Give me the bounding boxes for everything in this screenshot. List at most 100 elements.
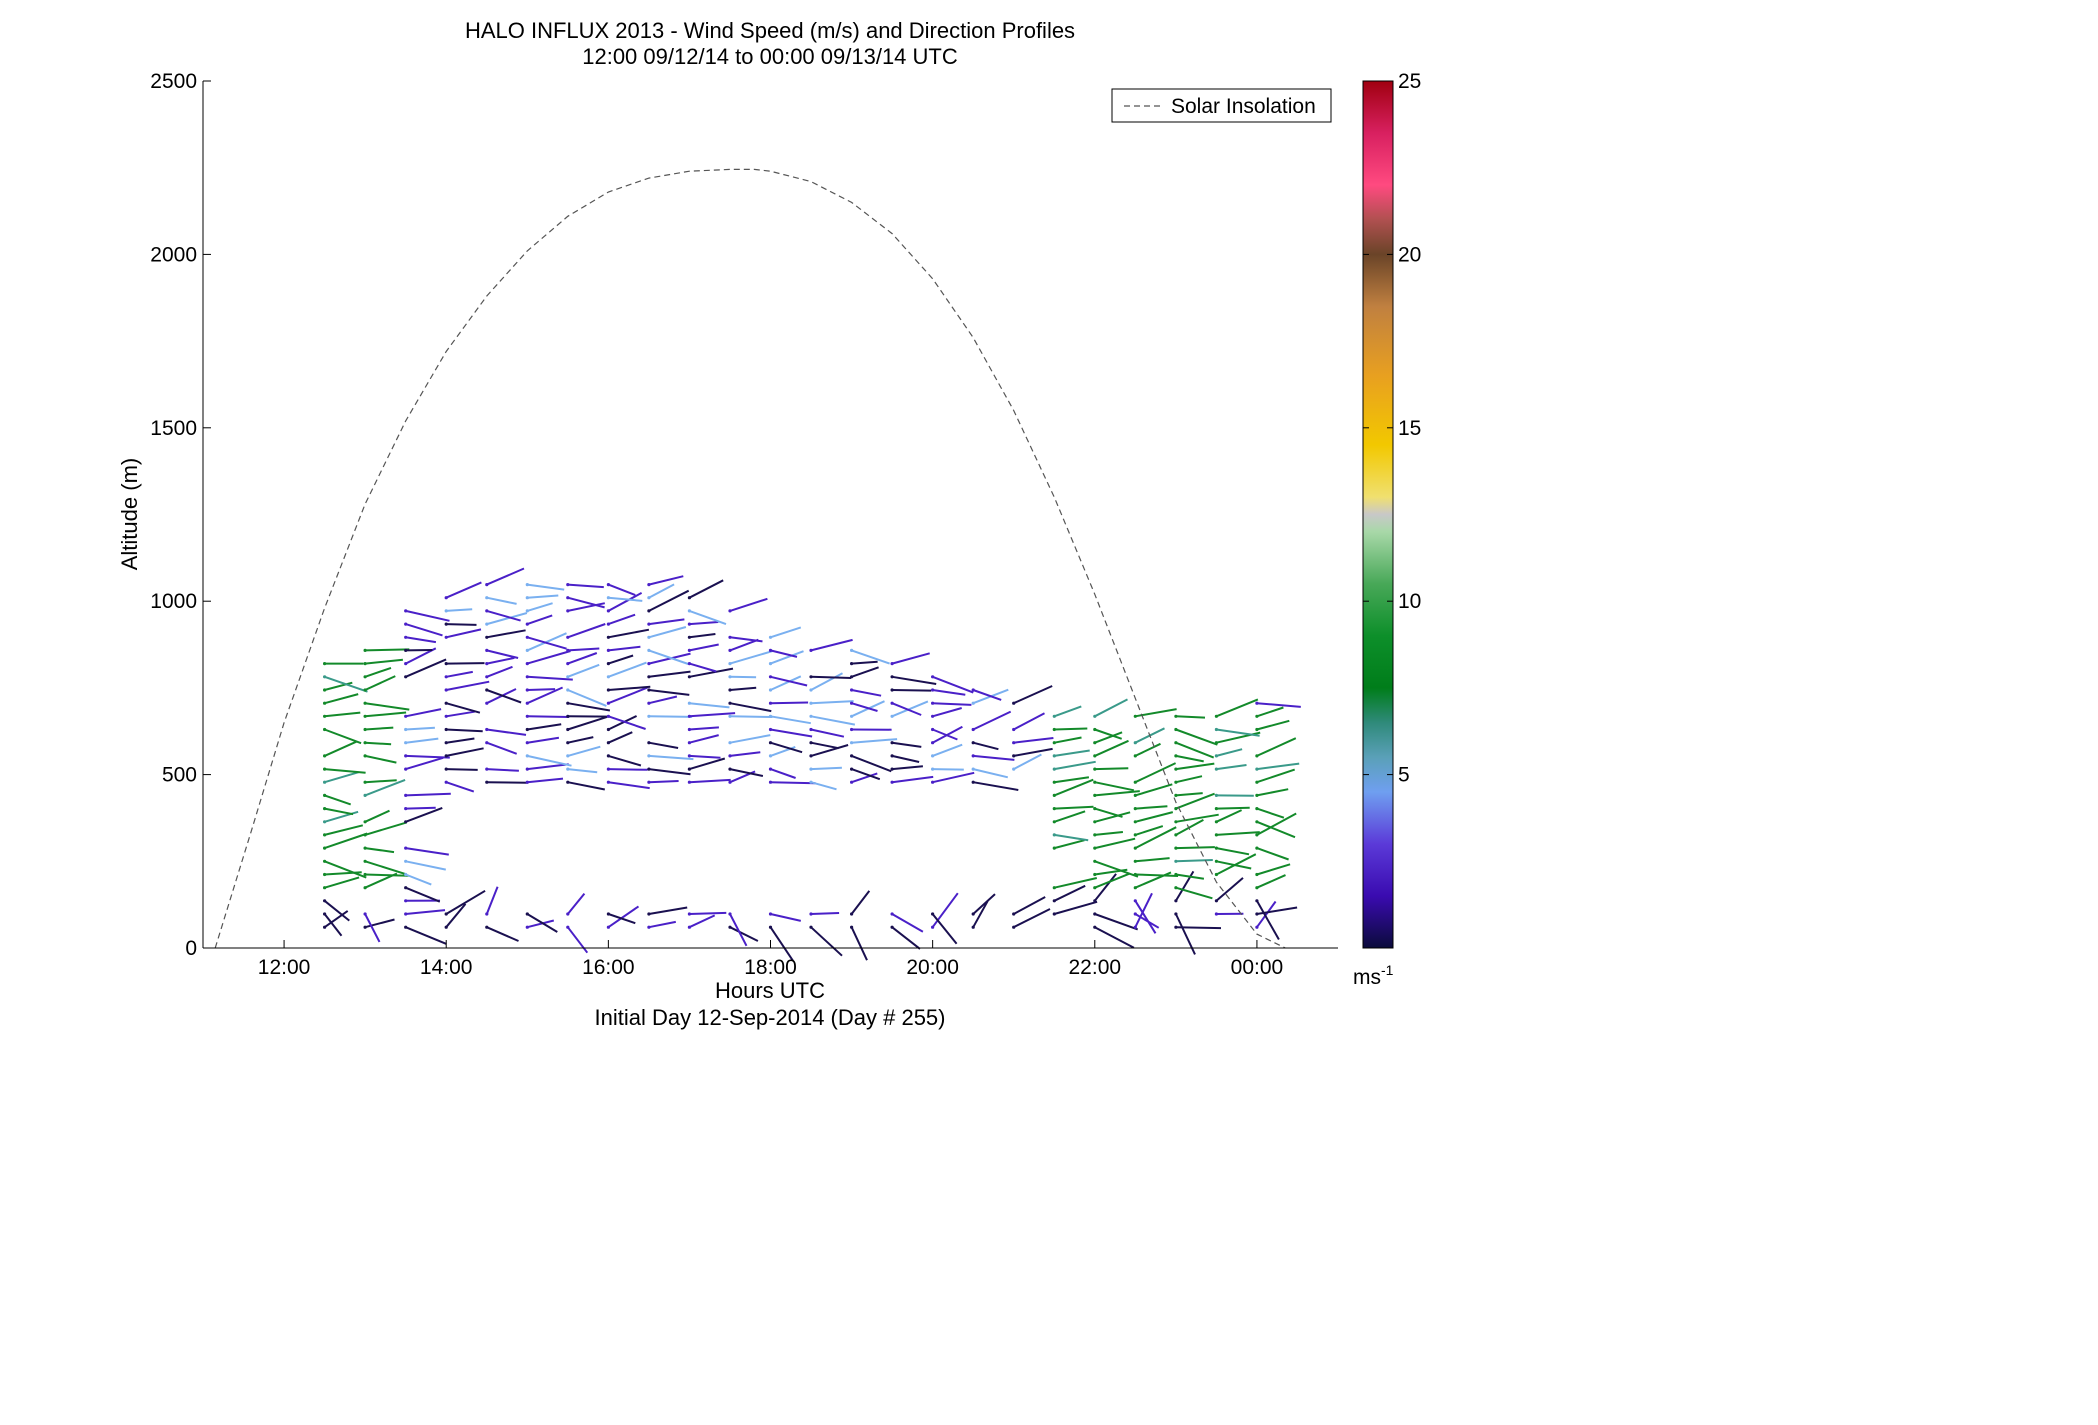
wind-barb	[526, 632, 567, 652]
wind-barb	[689, 609, 727, 626]
wind-barb	[445, 581, 482, 599]
wind-barb-point	[1093, 859, 1097, 863]
wind-barb	[324, 771, 359, 784]
wind-barb-point	[404, 767, 408, 771]
wind-barb-point	[647, 675, 651, 679]
wind-barb-point	[809, 754, 813, 758]
wind-barb-point	[1174, 780, 1178, 784]
wind-barb	[729, 597, 768, 612]
wind-barb	[891, 926, 921, 950]
wind-barb	[445, 889, 486, 915]
wind-barb	[1175, 715, 1206, 719]
wind-barb-point	[1012, 754, 1016, 758]
wind-barb	[607, 715, 638, 731]
wind-barb	[567, 647, 600, 652]
wind-barb	[527, 736, 560, 744]
wind-barb	[364, 754, 397, 764]
wind-barb-point	[1255, 925, 1259, 929]
wind-barb-point	[363, 780, 367, 784]
wind-barb	[689, 726, 719, 731]
wind-barb	[648, 741, 679, 749]
wind-barb-point	[485, 741, 489, 745]
wind-barb	[1256, 719, 1290, 731]
wind-barb-point	[485, 780, 489, 784]
wind-barb	[405, 873, 432, 886]
wind-barb-point	[1012, 912, 1016, 916]
wind-barb-point	[647, 780, 651, 784]
wind-barb	[689, 911, 727, 915]
wind-barb	[405, 792, 451, 797]
wind-barb	[1054, 839, 1085, 850]
wind-barb-point	[768, 741, 773, 745]
wind-barb	[1054, 805, 1094, 810]
wind-barb-point	[931, 925, 935, 929]
wind-barb	[526, 614, 553, 626]
wind-barb	[1135, 873, 1179, 877]
wind-barb	[1094, 767, 1129, 771]
wind-barb	[364, 666, 392, 678]
wind-barb-point	[768, 912, 773, 916]
wind-barb	[810, 744, 849, 757]
wind-barb-point	[768, 780, 773, 784]
wind-barb-point	[525, 583, 529, 587]
wind-barb-point	[404, 675, 408, 679]
wind-barb	[851, 768, 881, 781]
wind-barb-point	[1133, 833, 1137, 837]
wind-barb	[1134, 900, 1157, 934]
wind-barb-point	[363, 833, 367, 837]
wind-barb	[405, 806, 436, 810]
wind-barb	[1175, 792, 1203, 797]
wind-barb-point	[687, 662, 692, 666]
wind-barb	[567, 768, 598, 774]
wind-barb	[1054, 833, 1089, 842]
legend-entry-solar-insolation: Solar Insolation	[1171, 95, 1316, 118]
wind-barb-point	[728, 609, 732, 613]
wind-barb-point	[485, 912, 489, 916]
wind-barb-point	[566, 662, 570, 666]
wind-barb	[608, 685, 651, 691]
wind-barb	[1175, 813, 1219, 823]
wind-barb	[891, 702, 922, 716]
wind-barb	[1054, 727, 1088, 731]
wind-barb-point	[931, 754, 935, 758]
wind-barb-point	[485, 583, 489, 587]
wind-barb-point	[323, 754, 327, 758]
wind-barb	[729, 768, 764, 777]
wind-barb-point	[647, 714, 651, 718]
wind-barb	[608, 596, 643, 602]
wind-barb-point	[971, 925, 975, 929]
wind-barb-point	[850, 912, 854, 916]
wind-barb	[567, 781, 605, 791]
wind-barb-point	[1174, 793, 1178, 798]
wind-barb-point	[1133, 925, 1137, 929]
wind-barb	[608, 661, 647, 678]
wind-barb-point	[728, 912, 732, 916]
wind-barb-point	[1255, 872, 1259, 877]
wind-barb-point	[1133, 859, 1137, 863]
wind-barb-point	[687, 675, 692, 679]
wind-barb	[1256, 900, 1280, 940]
colorbar: 5 10 15 20 25 ms-1	[1353, 70, 1421, 989]
colorbar-tick-label: 15	[1398, 417, 1421, 440]
wind-barb	[446, 728, 483, 733]
wind-barb	[810, 675, 852, 679]
wind-barb-point	[323, 872, 327, 877]
wind-barb	[1135, 805, 1168, 810]
wind-barb	[1216, 748, 1243, 757]
wind-barb-point	[1214, 807, 1218, 811]
wind-barb	[1013, 896, 1046, 915]
wind-barb-point	[809, 648, 813, 653]
wind-barb-point	[1174, 767, 1178, 771]
wind-barb-point	[850, 727, 854, 732]
wind-barb-point	[1093, 714, 1097, 718]
wind-barb-point	[809, 741, 813, 745]
wind-barb-point	[687, 609, 692, 613]
wind-barb-point	[971, 780, 975, 784]
wind-barb	[1256, 706, 1284, 718]
wind-barb	[608, 754, 642, 767]
wind-barb-point	[404, 912, 408, 916]
wind-barb-point	[1255, 833, 1259, 837]
wind-barb	[1175, 741, 1215, 759]
wind-barb	[446, 737, 475, 744]
wind-barb	[1054, 877, 1098, 889]
